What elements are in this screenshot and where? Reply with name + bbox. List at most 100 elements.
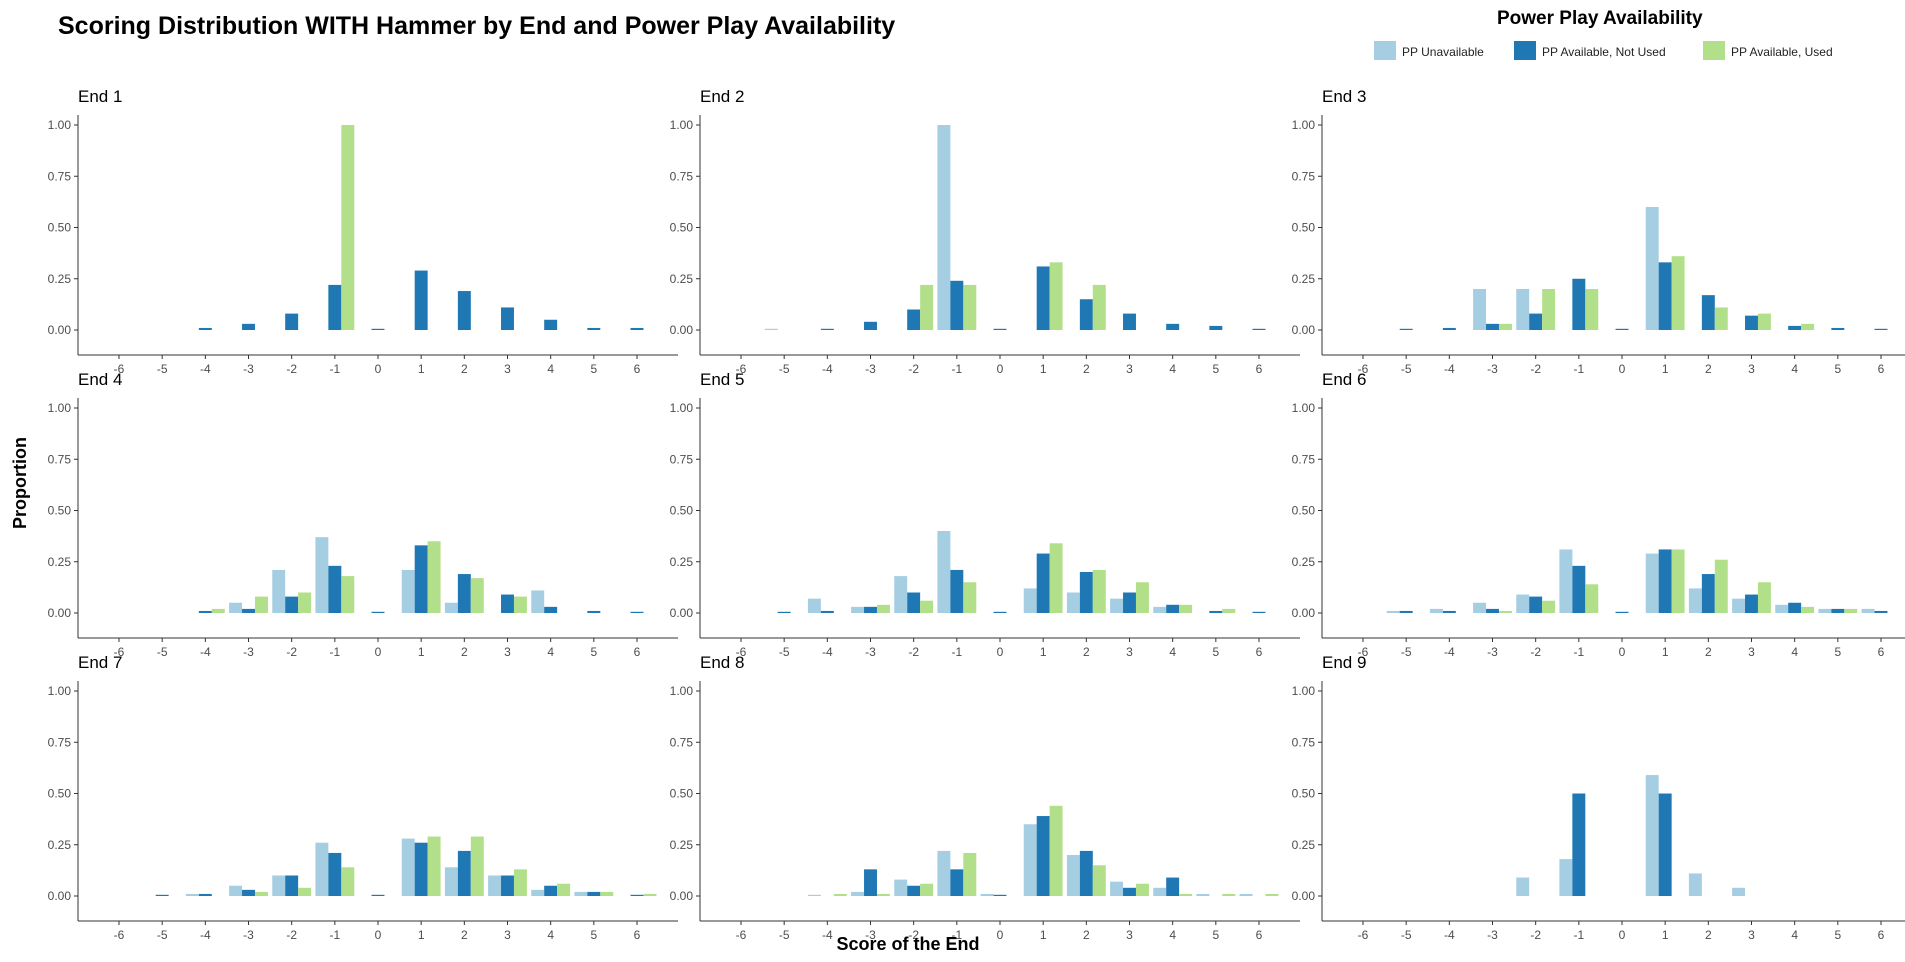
bar-pp-unavailable-5	[1196, 893, 1210, 896]
bar-pp-available-not-used--3	[1486, 608, 1499, 613]
x-tick-label: 6	[1878, 362, 1885, 376]
bar-pp-unavailable--1	[315, 537, 329, 613]
bar-pp-available-not-used--5	[155, 894, 169, 896]
x-tick-label: 4	[1791, 928, 1798, 942]
bar-pp-available-not-used-5	[587, 327, 601, 330]
bar-pp-unavailable--2	[1516, 877, 1530, 896]
x-tick-label: -1	[951, 362, 962, 376]
bar-pp-available-not-used-0	[371, 611, 385, 613]
x-tick-label: 3	[1748, 928, 1755, 942]
x-tick-label: -6	[736, 645, 747, 659]
bar-pp-available-not-used-4	[1166, 604, 1180, 613]
x-tick-label: -5	[1401, 645, 1412, 659]
x-tick-label: 6	[1256, 645, 1263, 659]
bar-pp-available-not-used--4	[1442, 610, 1456, 613]
bar-pp-available-not-used-6	[630, 894, 644, 896]
bar-pp-available-used--1	[1585, 289, 1599, 330]
x-tick-label: -2	[908, 928, 919, 942]
bar-pp-available-not-used-0	[993, 894, 1007, 896]
legend-title: Power Play Availability	[1497, 8, 1703, 29]
y-tick-label: 0.75	[48, 169, 72, 183]
x-tick-label: -1	[329, 928, 340, 942]
bar-pp-available-used-6	[643, 893, 657, 896]
x-tick-label: 5	[1834, 645, 1841, 659]
bar-pp-available-used-2	[470, 578, 484, 613]
x-tick-label: 1	[1662, 645, 1669, 659]
bar-pp-unavailable-2	[1688, 873, 1702, 896]
bar-pp-available-not-used-4	[1166, 323, 1180, 330]
bar-pp-unavailable-3	[1110, 881, 1124, 896]
bar-pp-available-not-used--4	[198, 327, 212, 330]
bar-pp-available-not-used--4	[1442, 327, 1456, 330]
bar-pp-available-not-used-4	[1166, 877, 1180, 896]
x-tick-label: -4	[822, 362, 833, 376]
panel-end-4: End 4 0.00 0.25 0.50 0.75 1.00 -6 -5 -4 -3 -2 -1 0 1 2…	[48, 370, 678, 659]
bar-pp-available-used--4	[211, 608, 225, 613]
x-tick-label: -4	[1444, 362, 1455, 376]
bar-pp-available-used-6	[1265, 893, 1279, 896]
bar-pp-available-not-used-5	[1209, 325, 1223, 330]
bar-pp-available-not-used-1	[1658, 262, 1672, 330]
x-tick-label: -2	[908, 362, 919, 376]
x-tick-label: 6	[634, 928, 641, 942]
bar-pp-available-used--3	[1498, 610, 1512, 613]
bar-pp-available-used--1	[341, 576, 355, 613]
panel-end-3: End 3 0.00 0.25 0.50 0.75 1.00 -6 -5 -4 -3 -2 -1 0 1 2…	[1292, 87, 1905, 376]
bar-pp-unavailable-5	[574, 891, 588, 896]
x-tick-label: 0	[997, 362, 1004, 376]
bar-pp-available-not-used--1	[950, 569, 964, 613]
bar-pp-available-not-used-1	[1658, 793, 1672, 896]
bar-pp-unavailable--3	[229, 885, 243, 896]
bar-pp-available-used-1	[1049, 805, 1063, 896]
x-tick-label: 6	[634, 362, 641, 376]
x-tick-label: 2	[1083, 645, 1090, 659]
y-tick-label: 0.75	[1292, 452, 1316, 466]
bar-pp-available-used-1	[1049, 543, 1063, 613]
x-tick-label: -6	[114, 928, 125, 942]
bar-pp-available-not-used--2	[1529, 596, 1543, 613]
bar-pp-available-used--2	[1542, 600, 1556, 613]
bar-pp-available-not-used-1	[1036, 553, 1050, 613]
bar-pp-available-not-used--1	[1572, 793, 1586, 896]
x-tick-label: 6	[1878, 928, 1885, 942]
bar-pp-unavailable--1	[315, 842, 329, 896]
bar-pp-available-used-2	[1092, 569, 1106, 613]
panel-end-7: End 7 0.00 0.25 0.50 0.75 1.00 -6 -5 -4 -3 -2 -1 0 1 2…	[48, 653, 678, 942]
x-tick-label: -6	[114, 645, 125, 659]
bar-pp-unavailable--2	[1516, 594, 1530, 613]
x-tick-label: -3	[865, 362, 876, 376]
bar-pp-available-not-used--4	[198, 893, 212, 896]
x-tick-label: 6	[1878, 645, 1885, 659]
bar-pp-available-not-used-2	[1701, 574, 1715, 613]
x-tick-label: 1	[418, 645, 425, 659]
y-tick-label: 0.00	[1292, 606, 1316, 620]
legend-label: PP Available, Used	[1731, 45, 1833, 59]
x-tick-label: 6	[1256, 928, 1263, 942]
x-tick-label: -3	[865, 928, 876, 942]
y-tick-label: 0.25	[670, 555, 694, 569]
bar-pp-available-used-2	[1092, 865, 1106, 896]
legend-swatch	[1703, 41, 1725, 60]
panel-title: End 2	[700, 87, 744, 106]
y-tick-label: 0.75	[670, 169, 694, 183]
bar-pp-available-used--1	[963, 284, 977, 330]
x-tick-label: -3	[1487, 362, 1498, 376]
bar-pp-unavailable-4	[1153, 606, 1167, 613]
x-tick-label: 1	[1040, 645, 1047, 659]
bar-pp-available-not-used-5	[1831, 608, 1845, 613]
bar-pp-available-not-used-2	[1079, 299, 1093, 330]
bar-pp-available-not-used-4	[544, 606, 558, 613]
x-tick-label: 0	[997, 645, 1004, 659]
bar-pp-available-not-used-1	[414, 270, 428, 330]
bar-pp-available-not-used--3	[242, 608, 255, 613]
bar-pp-available-used-3	[513, 869, 527, 896]
panel-title: End 1	[78, 87, 122, 106]
x-tick-label: 0	[997, 928, 1004, 942]
x-tick-label: 1	[1662, 362, 1669, 376]
bar-pp-unavailable--4	[807, 894, 821, 896]
y-tick-label: 0.75	[48, 452, 72, 466]
x-tick-label: -6	[114, 362, 125, 376]
chart-title: Scoring Distribution WITH Hammer by End …	[58, 12, 896, 40]
x-tick-label: 1	[1662, 928, 1669, 942]
bar-pp-unavailable-2	[1688, 588, 1702, 613]
